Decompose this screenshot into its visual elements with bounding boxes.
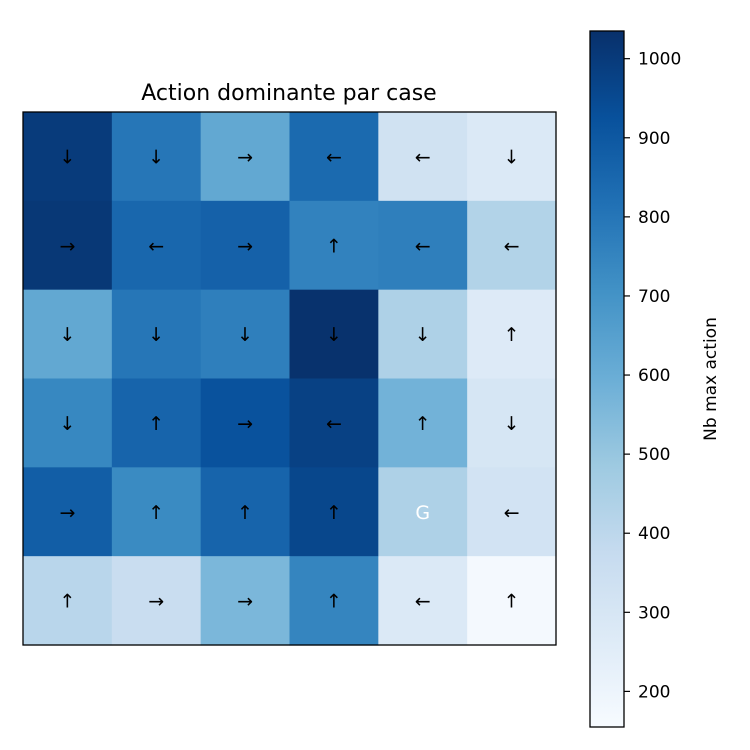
heatmap-cell <box>200 467 291 557</box>
cell-arrow: ↑ <box>326 235 342 257</box>
heatmap-cell <box>23 112 113 202</box>
heatmap-cell <box>23 556 113 646</box>
cell-arrow: ← <box>415 235 431 257</box>
cell-arrow: ↑ <box>237 502 253 524</box>
heatmap-cell <box>289 112 379 202</box>
heatmap-cell <box>23 289 113 380</box>
heatmap-cell <box>378 378 468 468</box>
heatmap-cell <box>200 200 291 291</box>
colorbar-tick-label: 700 <box>638 287 670 307</box>
heatmap-cell <box>111 378 202 468</box>
heatmap-cell <box>289 200 379 291</box>
heatmap-cell <box>23 378 113 468</box>
cell-arrow: → <box>237 591 253 613</box>
colorbar-tick-label: 1000 <box>638 50 681 70</box>
heatmap-cell <box>467 467 557 557</box>
colorbar-ticks: 200 300 400 500 600 700 800 900 1000 <box>624 50 681 702</box>
cell-arrow: ↓ <box>59 324 75 346</box>
cell-arrow: ↓ <box>504 146 520 168</box>
colorbar-tick-label: 500 <box>638 445 670 465</box>
heatmap-cell <box>467 112 557 202</box>
goal-cell-label: G <box>415 502 430 524</box>
cell-arrow: ↓ <box>326 324 342 346</box>
cell-arrow: → <box>237 235 253 257</box>
heatmap-cell <box>23 467 113 557</box>
cell-arrow: ↓ <box>237 324 253 346</box>
cell-arrow: ↑ <box>504 591 520 613</box>
cell-arrow: ↑ <box>326 502 342 524</box>
colorbar-tick-label: 300 <box>638 603 670 623</box>
heatmap-cell <box>111 112 202 202</box>
heatmap-arrows: ↓ ↓ → ← ← ↓ → ← → ↑ ← ← ↓ ↓ ↓ ↓ ↓ ↑ ↓ ↑ → ← ↑ ↓ → ↑ ↑ ↑ G ← ↑ → → ↑ ← ↑ <box>59 146 519 612</box>
cell-arrow: ← <box>504 235 520 257</box>
heatmap-cell <box>378 112 468 202</box>
cell-arrow: ← <box>415 146 431 168</box>
cell-arrow: ↑ <box>326 591 342 613</box>
cell-arrow: ↑ <box>148 413 164 435</box>
heatmap-cell <box>111 556 202 646</box>
colorbar-tick-label: 600 <box>638 366 670 386</box>
cell-arrow: ↑ <box>504 324 520 346</box>
heatmap-cell <box>378 200 468 291</box>
heatmap-cell <box>378 289 468 380</box>
colorbar <box>589 30 625 728</box>
heatmap-cell <box>467 289 557 380</box>
heatmap-cell <box>200 112 291 202</box>
heatmap-cell <box>200 289 291 380</box>
heatmap-cell <box>200 378 291 468</box>
cell-arrow: → <box>148 591 164 613</box>
colorbar-label: Nb max action <box>701 317 721 441</box>
colorbar-tick-label: 200 <box>638 682 670 702</box>
heatmap-cells <box>23 112 557 646</box>
chart-title: Action dominante par case <box>141 81 436 106</box>
heatmap-cell <box>467 556 557 646</box>
heatmap-cell <box>289 378 379 468</box>
cell-arrow: → <box>237 413 253 435</box>
cell-arrow: ← <box>326 146 342 168</box>
cell-arrow: ↑ <box>148 502 164 524</box>
heatmap-cell <box>467 378 557 468</box>
heatmap-cell <box>289 556 379 646</box>
colorbar-tick-label: 400 <box>638 524 670 544</box>
cell-arrow: ↓ <box>148 324 164 346</box>
cell-arrow: → <box>237 146 253 168</box>
heatmap-cell <box>378 467 468 557</box>
plot-frame <box>22 111 557 646</box>
cell-arrow: ↓ <box>415 324 431 346</box>
colorbar-tick-label: 800 <box>638 208 670 228</box>
cell-arrow: ← <box>148 235 164 257</box>
cell-arrow: ↑ <box>415 413 431 435</box>
cell-arrow: → <box>59 502 75 524</box>
cell-arrow: ↓ <box>59 413 75 435</box>
heatmap-cell <box>289 467 379 557</box>
heatmap-cell <box>289 289 379 380</box>
cell-arrow: ← <box>326 413 342 435</box>
cell-arrow: ↑ <box>59 591 75 613</box>
heatmap-cell <box>23 200 113 291</box>
cell-arrow: → <box>59 235 75 257</box>
cell-arrow: ← <box>504 502 520 524</box>
cell-arrow: ↓ <box>59 146 75 168</box>
heatmap-cell <box>111 467 202 557</box>
cell-arrow: ↓ <box>148 146 164 168</box>
colorbar-tick-label: 900 <box>638 129 670 149</box>
cell-arrow: ← <box>415 591 431 613</box>
heatmap-cell <box>378 556 468 646</box>
heatmap-cell <box>111 200 202 291</box>
heatmap-cell <box>467 200 557 291</box>
cell-arrow: ↓ <box>504 413 520 435</box>
heatmap-cell <box>200 556 291 646</box>
heatmap-cell <box>111 289 202 380</box>
